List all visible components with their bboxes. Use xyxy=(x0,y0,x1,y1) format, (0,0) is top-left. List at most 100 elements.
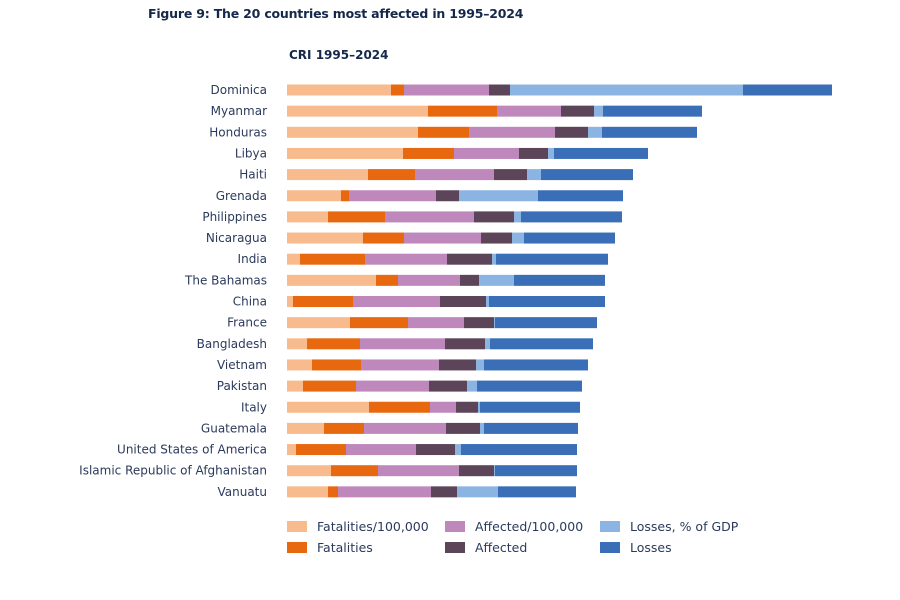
category-label: Philippines xyxy=(202,210,267,224)
category-label: Grenada xyxy=(216,189,267,203)
legend-swatch xyxy=(287,521,307,532)
legend-swatch xyxy=(287,542,307,553)
legend-label: Affected xyxy=(475,540,528,555)
bar-segment-losses-of-gdp xyxy=(494,465,495,477)
bar-segment-fatalities xyxy=(368,169,415,181)
bar-segment-fatalities-100-000 xyxy=(287,338,307,350)
bar-segment-affected xyxy=(445,338,485,350)
category-label: Bangladesh xyxy=(197,337,267,351)
legend-swatch xyxy=(600,521,620,532)
bar-segment-fatalities xyxy=(369,401,430,413)
bar-segment-losses-of-gdp xyxy=(485,338,490,350)
bar-segment-losses-of-gdp xyxy=(455,444,461,456)
bar-segment-affected xyxy=(416,444,455,456)
bar-segment-affected-100-000 xyxy=(346,444,416,456)
bar-segment-fatalities xyxy=(328,486,338,498)
category-label: Guatemala xyxy=(201,421,267,435)
bar-segment-losses xyxy=(602,126,697,138)
legend-item-losses: Losses xyxy=(600,540,672,555)
legend-label: Fatalities/100,000 xyxy=(317,519,429,534)
bar-segment-fatalities xyxy=(341,190,349,202)
bar-segment-affected-100-000 xyxy=(415,169,494,181)
category-label: Pakistan xyxy=(217,379,267,393)
legend-label: Losses xyxy=(630,540,672,555)
bar-segment-losses-of-gdp xyxy=(457,486,498,498)
bar-segment-losses-of-gdp xyxy=(527,169,541,181)
bar-segment-affected xyxy=(431,486,457,498)
category-label: Libya xyxy=(235,146,267,160)
bar-segment-losses xyxy=(554,147,648,159)
bar-segment-fatalities-100-000 xyxy=(287,486,328,498)
bar-segment-fatalities-100-000 xyxy=(287,422,324,434)
bar-segment-losses xyxy=(524,232,615,244)
bar-segment-affected xyxy=(439,359,476,371)
bar-segment-affected-100-000 xyxy=(398,274,460,286)
legend-swatch xyxy=(445,542,465,553)
bar-segment-fatalities xyxy=(293,296,353,307)
bar-segment-affected xyxy=(555,126,588,138)
category-label: Nicaragua xyxy=(206,231,267,245)
bar-segment-losses xyxy=(603,105,702,117)
bar-segment-losses xyxy=(498,486,576,498)
bar-segment-losses-of-gdp xyxy=(486,296,489,307)
legend-swatch xyxy=(600,542,620,553)
category-label: Myanmar xyxy=(211,104,267,118)
bar-segment-losses-of-gdp xyxy=(512,232,524,244)
bar-segment-fatalities-100-000 xyxy=(287,274,376,286)
bar-segment-affected xyxy=(436,190,459,202)
category-label: Haiti xyxy=(239,168,267,182)
legend-item-fatalities: Fatalities xyxy=(287,540,373,555)
bar-segment-fatalities xyxy=(363,232,404,244)
bar-segment-losses-of-gdp xyxy=(459,190,538,202)
category-label: Dominica xyxy=(211,83,268,97)
bar-segment-affected-100-000 xyxy=(408,317,464,329)
bar-segment-affected-100-000 xyxy=(497,105,561,117)
bar-segment-affected xyxy=(460,274,479,286)
bar-segment-losses xyxy=(484,359,588,371)
category-label: China xyxy=(233,295,267,309)
bar-segment-affected xyxy=(519,147,548,159)
bar-segment-affected-100-000 xyxy=(404,84,489,96)
category-label: Vanuatu xyxy=(217,485,267,499)
bar-segment-losses-of-gdp xyxy=(514,211,521,223)
category-label: Italy xyxy=(241,400,267,414)
bar-segment-fatalities xyxy=(307,338,360,350)
legend-item-affected: Affected xyxy=(445,540,527,555)
bar-segment-losses xyxy=(514,274,605,286)
bar-segment-losses xyxy=(541,169,633,181)
bar-segment-fatalities xyxy=(418,126,469,138)
bar-segment-fatalities-100-000 xyxy=(287,465,331,477)
bar-segment-fatalities xyxy=(328,211,385,223)
bar-segment-fatalities-100-000 xyxy=(287,84,391,96)
bar-segment-losses xyxy=(495,465,577,477)
bar-segment-affected xyxy=(440,296,486,307)
legend-label: Fatalities xyxy=(317,540,373,555)
bar-segment-losses-of-gdp xyxy=(492,253,496,265)
bar-segment-losses-of-gdp xyxy=(480,422,484,434)
bar-segment-fatalities xyxy=(350,317,408,329)
bar-segment-fatalities-100-000 xyxy=(287,105,428,117)
legend-item-fatalities-per-100k: Fatalities/100,000 xyxy=(287,519,429,534)
bar-segment-affected-100-000 xyxy=(385,211,474,223)
bar-segment-losses-of-gdp xyxy=(510,84,743,96)
bar-segment-affected-100-000 xyxy=(349,190,436,202)
bar-segment-fatalities-100-000 xyxy=(287,126,418,138)
legend-item-losses-gdp: Losses, % of GDP xyxy=(600,519,738,534)
bar-segment-affected xyxy=(561,105,594,117)
category-label: France xyxy=(227,316,267,330)
category-label: Vietnam xyxy=(217,358,267,372)
bar-segment-losses-of-gdp xyxy=(478,401,480,413)
chart-title: CRI 1995–2024 xyxy=(289,48,389,62)
bar-segment-losses-of-gdp xyxy=(594,105,603,117)
bar-segment-losses-of-gdp xyxy=(548,147,554,159)
bar-segment-losses xyxy=(480,401,580,413)
category-label: United States of America xyxy=(117,443,267,457)
bar-segment-fatalities xyxy=(324,422,364,434)
category-label: Honduras xyxy=(209,125,267,139)
bar-segment-affected xyxy=(447,253,492,265)
bar-segment-affected xyxy=(481,232,512,244)
bar-segment-fatalities-100-000 xyxy=(287,380,303,392)
bar-segment-fatalities-100-000 xyxy=(287,190,341,202)
legend-item-affected-per-100k: Affected/100,000 xyxy=(445,519,583,534)
bar-segment-fatalities xyxy=(331,465,378,477)
